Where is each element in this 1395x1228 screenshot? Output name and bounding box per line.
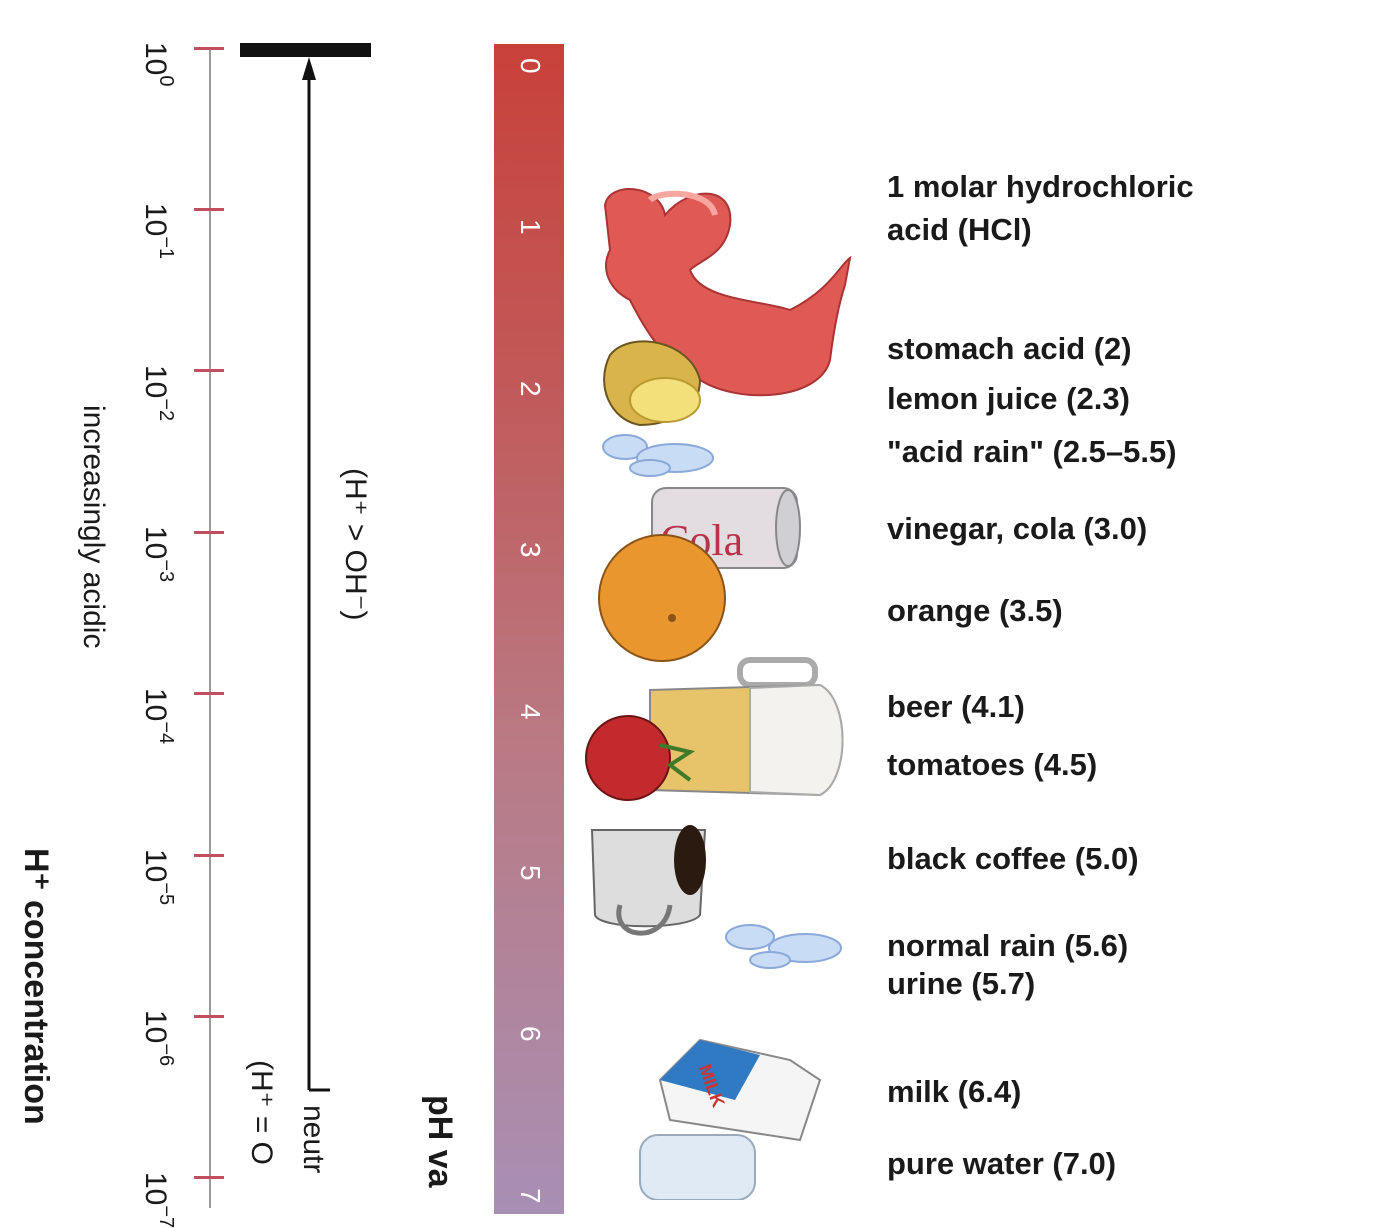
example-label: orange (3.5) — [887, 593, 1063, 628]
example-label: black coffee (5.0) — [887, 841, 1139, 876]
acidity-arrow — [302, 57, 330, 1092]
ph-value-label: 0 — [515, 58, 546, 74]
concentration-tick-mark — [194, 1176, 224, 1180]
concentration-tick-mark — [194, 1014, 224, 1018]
ph-scale-title: pH va — [421, 1095, 459, 1188]
example-label: milk (6.4) — [887, 1074, 1022, 1109]
example-label: lemon juice (2.3) — [887, 381, 1130, 416]
coffee-mug-illustration — [590, 825, 707, 936]
concentration-tick-mark — [194, 530, 224, 534]
concentration-tick-mark — [194, 692, 224, 696]
example-label: vinegar, cola (3.0) — [887, 511, 1148, 546]
increasingly-acidic-label: increasingly acidic — [77, 405, 110, 649]
ph-value-label: 4 — [515, 703, 546, 720]
food-illustrations: Cola MILK — [585, 188, 852, 1200]
ph-value-label: 6 — [515, 1026, 546, 1042]
concentration-tick-mark — [194, 369, 224, 373]
concentration-tick-label: 10−3 — [139, 526, 177, 583]
concentration-tick-mark — [194, 853, 224, 857]
milk-carton-illustration: MILK — [658, 1038, 822, 1142]
acidic-condition-label: (H⁺ > OH⁻) — [339, 468, 372, 621]
example-hcl-line1: 1 molar hydrochloric — [887, 169, 1194, 204]
concentration-tick-mark — [194, 207, 224, 211]
neutral-equation-label: (H⁺ = O — [245, 1060, 278, 1166]
beer-mug-illustration — [649, 657, 844, 797]
strong-acid-bar — [240, 43, 371, 57]
example-label: tomatoes (4.5) — [887, 747, 1098, 782]
neutral-label: neutr — [297, 1105, 330, 1174]
concentration-axis — [209, 48, 211, 1208]
tomato-illustration — [585, 715, 696, 801]
concentration-tick-label: 10−1 — [139, 203, 177, 260]
orange-illustration — [598, 534, 726, 662]
ph-value-label: 5 — [515, 865, 546, 881]
example-hcl: 1 molar hydrochloric acid (HCl) — [887, 168, 1194, 249]
water-glass-illustration — [639, 1134, 756, 1200]
example-label: beer (4.1) — [887, 689, 1025, 724]
acid-rain-drops-illustration — [602, 434, 714, 477]
example-label: "acid rain" (2.5–5.5) — [887, 434, 1177, 469]
concentration-tick-label: 10−4 — [139, 687, 177, 744]
example-hcl-line2: acid (HCl) — [887, 212, 1032, 247]
example-label: normal rain (5.6) — [887, 928, 1129, 963]
ph-value-label: 2 — [515, 380, 546, 397]
concentration-tick-mark — [194, 46, 224, 50]
concentration-tick-label: 10−6 — [139, 1010, 177, 1067]
ph-value-label: 3 — [515, 542, 546, 558]
example-label: urine (5.7) — [887, 966, 1036, 1001]
concentration-tick-label: 10−5 — [139, 849, 177, 906]
example-label: stomach acid (2) — [887, 331, 1132, 366]
ph-value-label: 1 — [515, 219, 546, 235]
ph-value-label: 7 — [515, 1187, 546, 1204]
lemon-illustration — [603, 340, 702, 427]
ph-color-bar — [494, 44, 564, 1214]
example-label: pure water (7.0) — [887, 1146, 1117, 1181]
normal-rain-drops-illustration — [725, 924, 842, 969]
h-concentration-title: H⁺ concentration — [17, 848, 55, 1125]
concentration-tick-label: 10−2 — [139, 364, 177, 421]
concentration-tick-label: 100 — [139, 42, 177, 87]
